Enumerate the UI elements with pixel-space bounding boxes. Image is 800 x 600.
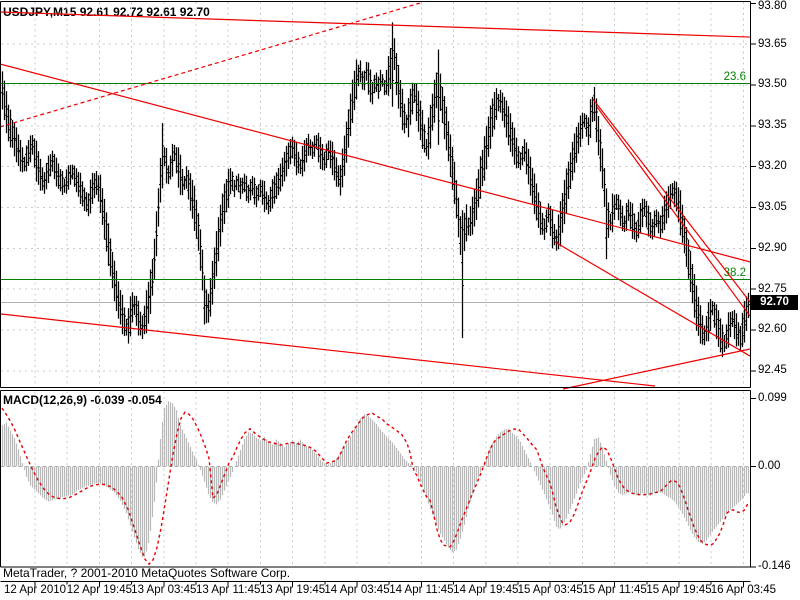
price-axis-label: 92.90 bbox=[758, 241, 787, 254]
time-axis-label: 15 Apr 19:45 bbox=[646, 584, 712, 596]
macd-header: MACD(12,26,9) -0.039 -0.054 bbox=[3, 393, 162, 407]
copyright-text: MetaTrader, ? 2001-2010 MetaQuotes Softw… bbox=[3, 566, 291, 580]
price-axis-label: 92.60 bbox=[758, 323, 787, 336]
time-axis-label: 13 Apr 19:45 bbox=[259, 584, 326, 596]
time-axis-label: 15 Apr 11:45 bbox=[582, 584, 647, 596]
price-axis-label: 92.45 bbox=[758, 364, 787, 377]
macd-panel-area[interactable] bbox=[0, 391, 751, 567]
current-price-marker: 92.70 bbox=[751, 295, 798, 311]
price-axis-label: 93.05 bbox=[758, 200, 787, 213]
time-axis-label: 14 Apr 19:45 bbox=[453, 584, 519, 596]
macd-axis-label: 0.099 bbox=[758, 391, 787, 404]
time-axis-label: 16 Apr 03:45 bbox=[710, 584, 777, 596]
time-axis-label: 14 Apr 03:45 bbox=[324, 584, 390, 596]
time-axis-label: 13 Apr 03:45 bbox=[131, 584, 197, 596]
price-axis-label: 93.50 bbox=[758, 78, 787, 91]
price-axis-label: 93.35 bbox=[758, 119, 787, 132]
time-axis-label: 15 Apr 03:45 bbox=[517, 584, 583, 596]
price-axis-label: 93.65 bbox=[758, 37, 787, 50]
time-axis-label: 14 Apr 11:45 bbox=[389, 584, 454, 596]
main-chart-area[interactable] bbox=[0, 0, 751, 387]
price-axis-label: 93.20 bbox=[758, 160, 787, 173]
time-axis-label: 12 Apr 2010 bbox=[3, 584, 67, 596]
time-axis-label: 13 Apr 11:45 bbox=[196, 584, 261, 596]
price-axis-label: 93.80 bbox=[758, 0, 787, 12]
time-axis-label: 12 Apr 19:45 bbox=[66, 584, 133, 596]
price-axis-label: 92.75 bbox=[758, 282, 787, 295]
macd-axis-label: 0.00 bbox=[758, 460, 781, 472]
macd-axis-label: -0.146 bbox=[758, 560, 791, 573]
